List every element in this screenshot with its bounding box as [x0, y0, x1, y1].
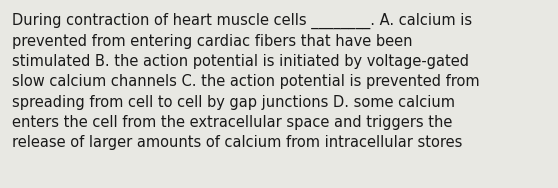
Text: During contraction of heart muscle cells ________. A. calcium is
prevented from : During contraction of heart muscle cells…	[12, 13, 480, 150]
